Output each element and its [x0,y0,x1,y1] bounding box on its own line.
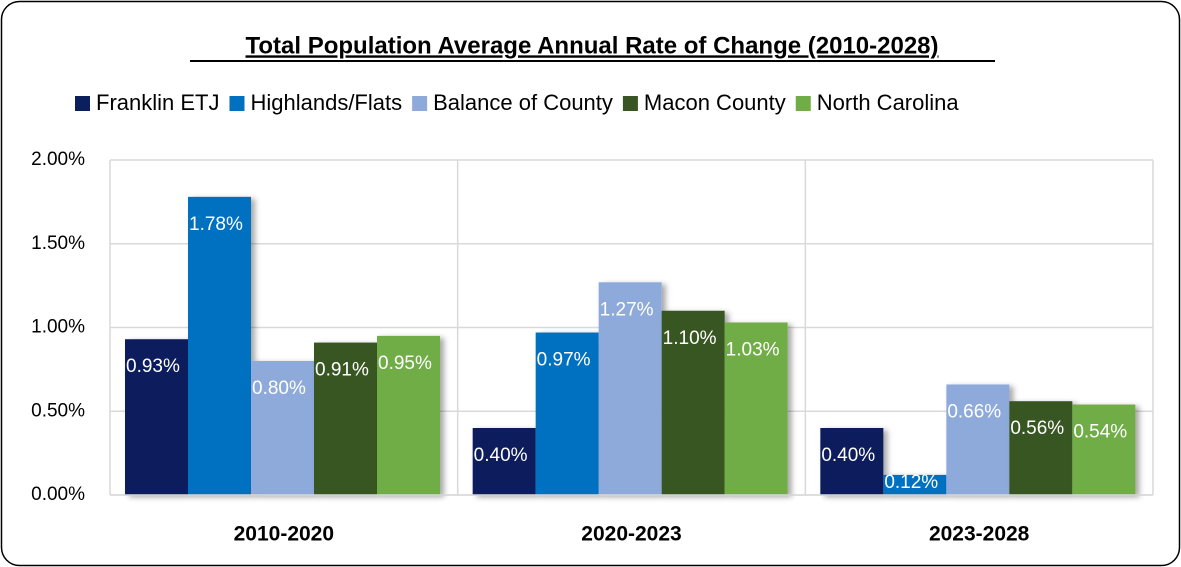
bar [1072,404,1136,495]
x-tick-label: 2023-2028 [929,523,1030,546]
legend-swatch [229,96,245,111]
legend-label: North Carolina [817,90,960,115]
data-label: 0.93% [126,356,180,377]
legend-label: Balance of County [433,90,613,115]
data-label: 0.12% [884,472,938,493]
data-label: 1.78% [189,214,243,235]
chart-title: Total Population Average Annual Rate of … [245,32,938,59]
legend-swatch [75,96,90,111]
data-label: 0.97% [537,350,591,371]
bar [535,332,599,495]
bar [125,339,188,495]
y-tick-label: 2.00% [31,149,85,170]
data-label: 1.10% [663,328,717,349]
bar [251,361,314,495]
legend: Franklin ETJ Highlands/Flats Balance of Co… [75,90,959,115]
y-tick-label: 0.00% [31,484,85,505]
y-tick-label: 1.50% [31,233,85,254]
bar [314,342,377,495]
legend-swatch [622,96,638,111]
x-tick-label: 2020-2023 [581,523,681,546]
data-label: 0.80% [252,378,306,399]
data-label: 1.03% [726,339,780,360]
y-tick-label: 1.00% [31,317,85,338]
bar [946,384,1010,495]
data-label: 0.40% [474,445,528,466]
data-label: 0.91% [315,360,369,381]
x-tick-label: 2010-2020 [234,523,334,546]
data-label: 0.66% [947,401,1001,422]
bar [820,428,884,495]
legend-swatch [795,96,811,111]
bar [724,322,788,495]
data-label: 0.95% [378,353,432,374]
legend-label: Macon County [644,90,786,115]
legend-swatch [412,96,428,111]
data-label: 1.27% [600,299,654,320]
bar [598,282,662,495]
bar [188,196,251,495]
bar [472,428,536,495]
bar [1009,401,1073,495]
y-tick-label: 0.50% [31,400,85,421]
bar [883,474,947,495]
bar [661,310,725,495]
data-label: 0.54% [1073,422,1127,443]
bar [377,335,440,495]
data-label: 0.40% [821,445,875,466]
legend-label: Highlands/Flats [250,90,402,115]
data-label: 0.56% [1010,418,1064,439]
legend-label: Franklin ETJ [96,90,219,115]
